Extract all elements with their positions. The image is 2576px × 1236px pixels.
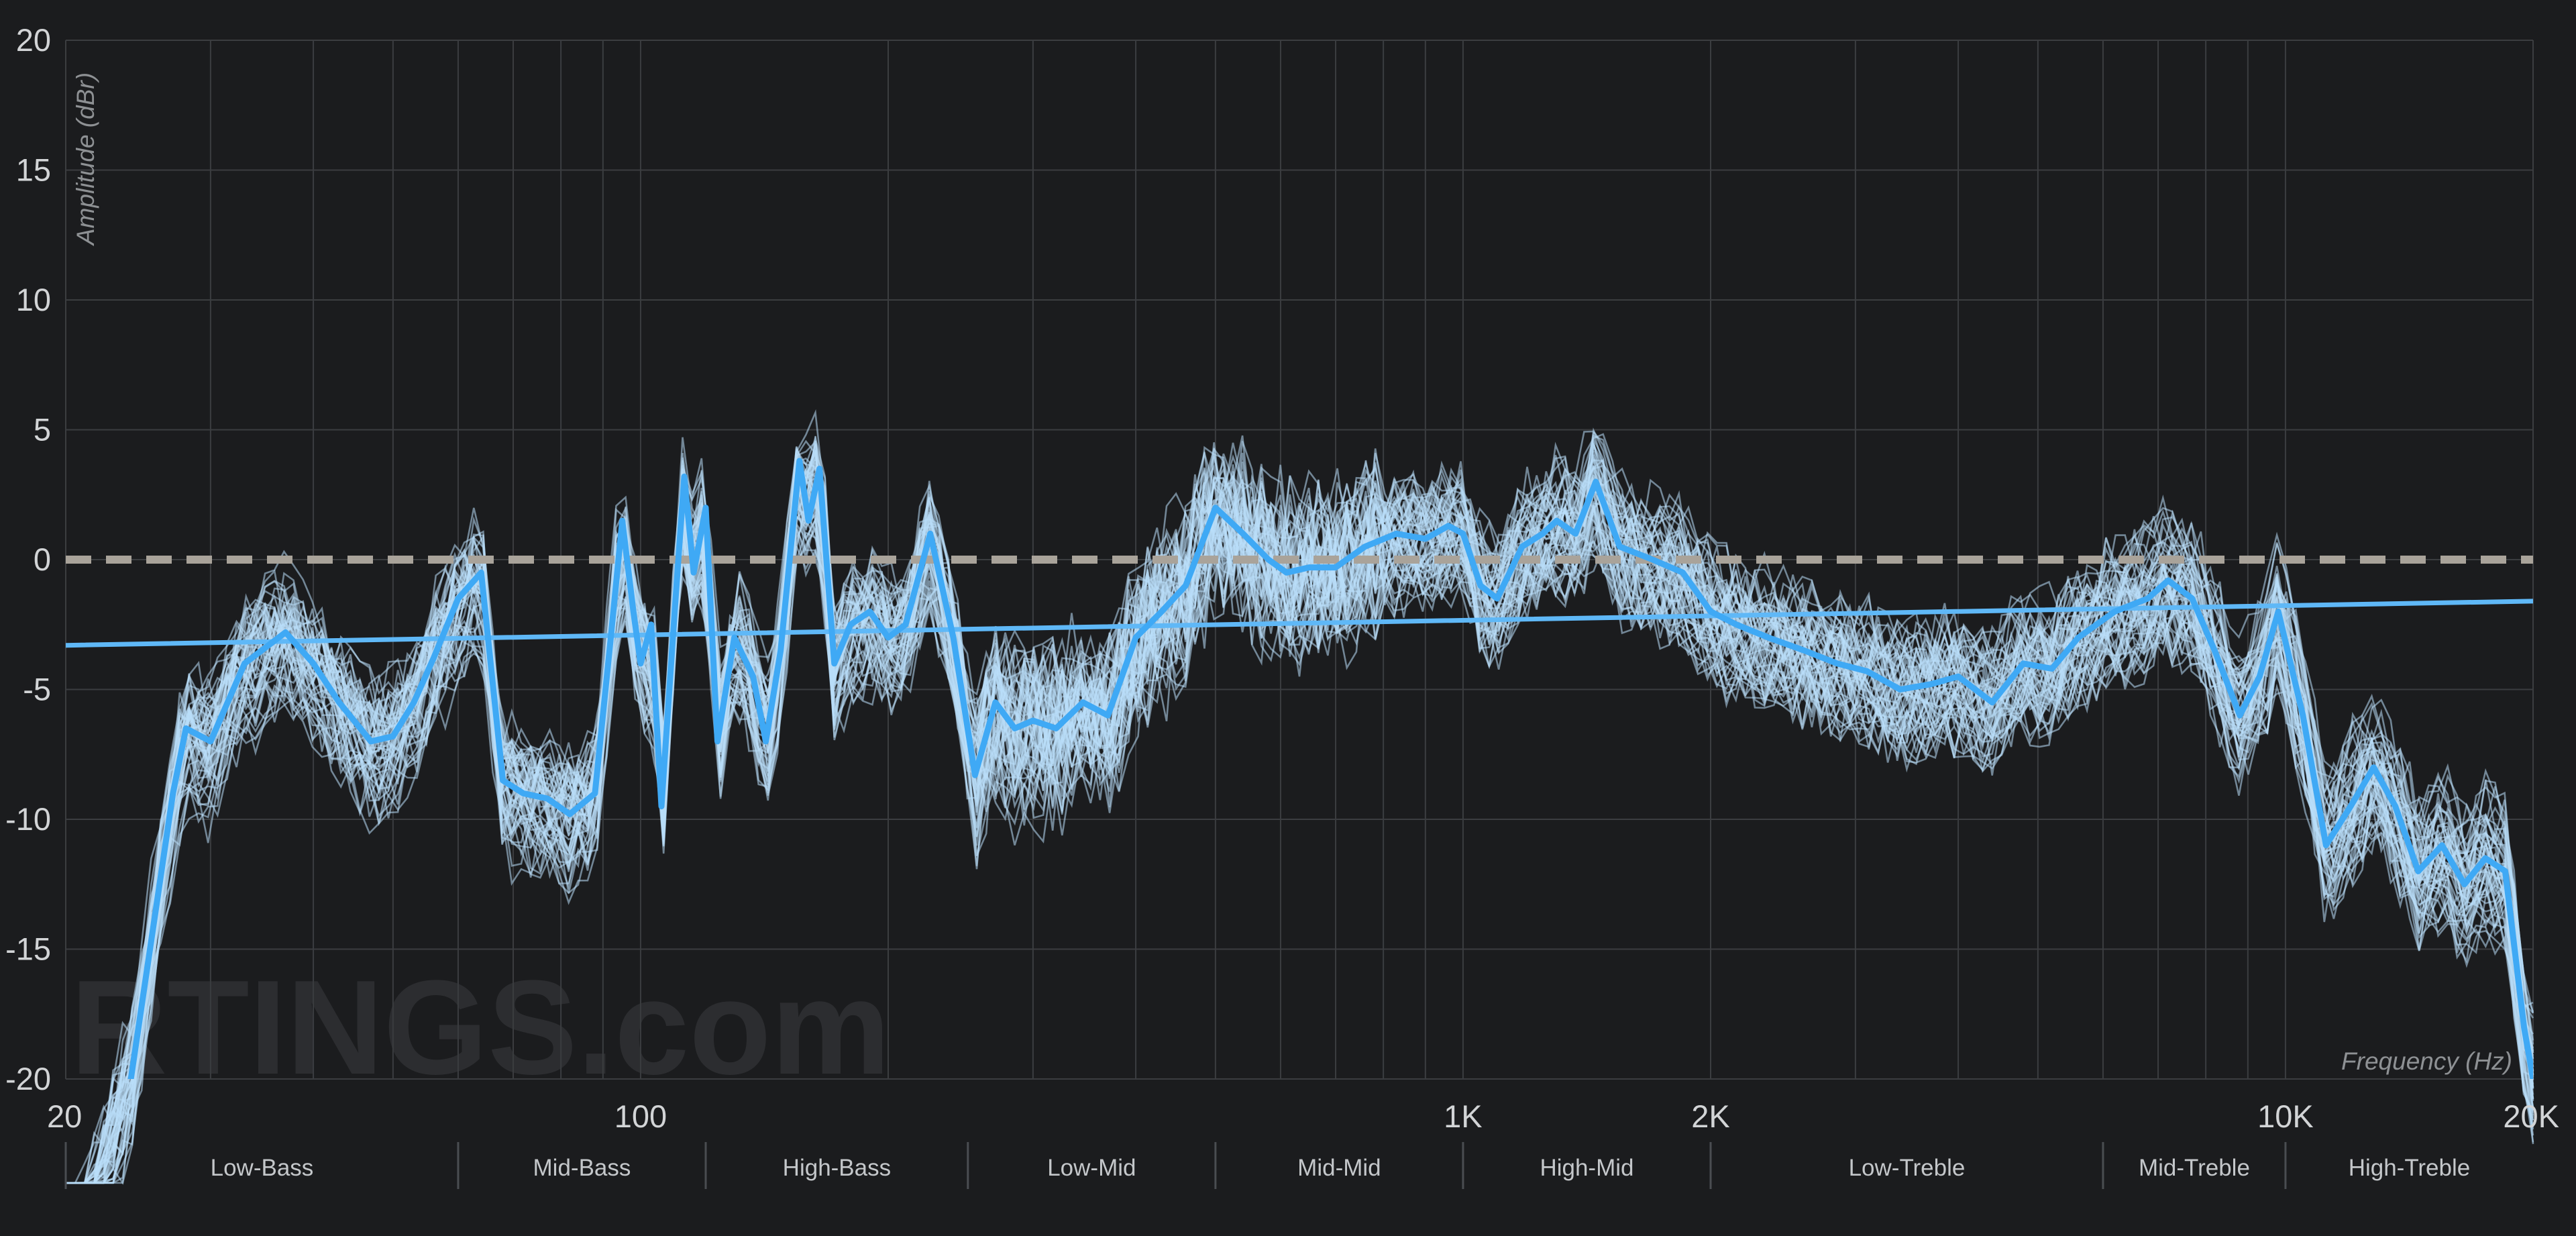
y-tick-label: 10 <box>16 282 51 317</box>
sample-curve <box>66 481 2534 1184</box>
sample-curves <box>66 409 2534 1185</box>
frequency-bands: Low-Bass Mid-Bass High-Bass Low-Mid Mid-Mid H… <box>64 1142 2471 1189</box>
y-tick-label: -15 <box>5 931 51 967</box>
x-tick-label: 1K <box>1444 1098 1483 1134</box>
series-lines <box>66 458 2533 1079</box>
band-label: Low-Mid <box>1047 1155 1136 1181</box>
y-axis-title: Amplitude (dBr) <box>72 72 99 246</box>
y-tick-label: 5 <box>34 412 51 448</box>
sample-curve <box>66 434 2534 1184</box>
band-label: Mid-Mid <box>1297 1155 1381 1181</box>
average-response-line <box>127 458 2533 1079</box>
x-tick-label: 20K <box>2503 1098 2559 1134</box>
x-tick-labels: 20 100 1K 2K 10K 20K <box>47 1098 2559 1134</box>
band-label: High-Mid <box>1540 1155 1633 1181</box>
x-axis-title: Frequency (Hz) <box>2341 1047 2512 1075</box>
x-tick-label: 2K <box>1691 1098 1730 1134</box>
band-label: High-Bass <box>783 1155 891 1181</box>
sample-curve <box>66 513 2534 1184</box>
watermark: RTINGS.com <box>70 953 890 1102</box>
sample-curve <box>66 452 2534 1184</box>
band-label: High-Treble <box>2349 1155 2471 1181</box>
x-tick-label: 20 <box>47 1098 82 1134</box>
band-label: Mid-Treble <box>2139 1155 2250 1181</box>
sample-curve <box>66 443 2534 1184</box>
y-tick-label: -20 <box>5 1061 51 1096</box>
sample-curve <box>66 500 2534 1184</box>
y-tick-label: 20 <box>16 22 51 58</box>
y-tick-label: 0 <box>34 542 51 577</box>
x-tick-label: 10K <box>2257 1098 2314 1134</box>
band-label: Low-Bass <box>211 1155 314 1181</box>
band-label: Mid-Bass <box>533 1155 631 1181</box>
y-tick-label: -10 <box>5 801 51 837</box>
y-tick-label: 15 <box>16 152 51 188</box>
x-tick-label: 100 <box>614 1098 667 1134</box>
band-label: Low-Treble <box>1849 1155 1966 1181</box>
y-tick-labels: 20 15 10 5 0 -5 -10 -15 -20 <box>5 22 51 1096</box>
y-tick-label: -5 <box>23 672 51 707</box>
